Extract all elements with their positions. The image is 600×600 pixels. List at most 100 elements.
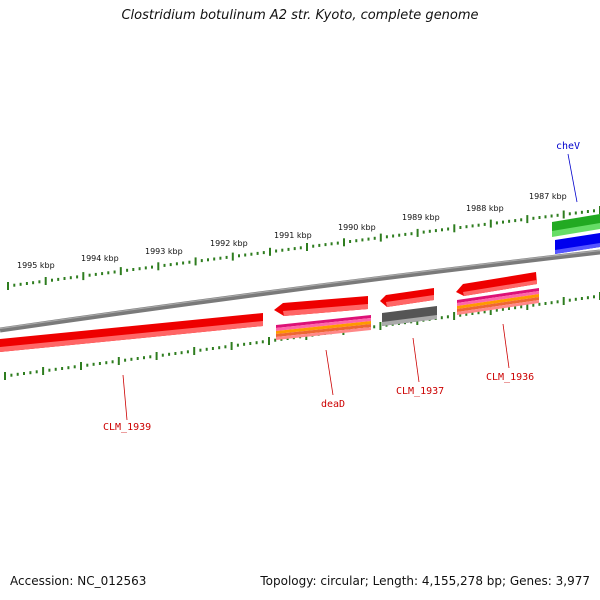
inner-track-major-tick	[379, 322, 382, 330]
outer-track-minor-tick	[151, 265, 153, 269]
genome-summary: Topology: circular; Length: 4,155,278 bp…	[260, 574, 590, 588]
inner-track-minor-tick	[149, 355, 152, 359]
gene-label-clm-1936[interactable]: CLM_1936	[486, 372, 534, 383]
tick-label-1989: 1989 kbp	[402, 213, 440, 222]
inner-track-minor-tick	[236, 343, 239, 347]
outer-track-minor-tick	[532, 216, 535, 220]
tick-label-1992: 1992 kbp	[210, 239, 248, 248]
inner-track-minor-tick	[574, 297, 577, 301]
tick-label-1990: 1990 kbp	[338, 223, 376, 232]
outer-track-minor-tick	[113, 270, 116, 274]
outer-track-minor-tick	[495, 221, 498, 225]
inner-track-major-tick	[268, 337, 270, 345]
genome-backbone-highlight	[0, 249, 600, 330]
inner-track-minor-tick	[86, 363, 89, 367]
outer-track-major-tick	[453, 224, 456, 233]
outer-track-major-tick	[343, 238, 345, 247]
gene-clm-1937[interactable]	[380, 288, 434, 307]
genome-backbone	[0, 249, 600, 333]
gene-clm-1939[interactable]	[0, 313, 263, 352]
outer-track-minor-tick	[63, 277, 66, 280]
outer-track-minor-tick	[244, 253, 247, 257]
outer-track-minor-tick	[126, 268, 129, 272]
outer-track-minor-tick	[163, 263, 166, 267]
outer-track-minor-tick	[459, 226, 462, 229]
outer-track-minor-tick	[132, 268, 135, 271]
outer-track-major-tick	[306, 243, 308, 251]
outer-track-minor-tick	[299, 246, 302, 250]
outer-track-minor-tick	[281, 248, 284, 252]
inner-track-minor-tick	[544, 302, 547, 305]
accession-label: Accession: NC_012563	[10, 574, 147, 588]
outer-track-minor-tick	[538, 216, 541, 219]
outer-track-minor-tick	[275, 249, 278, 253]
inner-track-minor-tick	[16, 372, 19, 376]
inner-track-minor-tick	[495, 308, 498, 312]
inner-track-minor-tick	[54, 367, 57, 371]
inner-track-minor-tick	[224, 345, 227, 349]
outer-track-minor-tick	[32, 281, 35, 285]
inner-track-minor-tick	[568, 298, 571, 302]
inner-track-minor-tick	[255, 341, 258, 345]
outer-track-minor-tick	[508, 219, 511, 223]
gene-dead[interactable]	[274, 296, 368, 316]
outer-track-minor-tick	[586, 210, 589, 213]
leader-clm-1936	[502, 323, 510, 369]
outer-track-minor-tick	[51, 278, 53, 282]
outer-track-minor-tick	[318, 243, 321, 247]
inner-track-minor-tick	[274, 338, 277, 342]
outer-track-minor-tick	[324, 243, 327, 247]
inner-track-minor-tick	[477, 311, 480, 315]
outer-track-major-tick	[82, 272, 85, 281]
outer-track-minor-tick	[88, 273, 91, 277]
inner-track-minor-tick	[10, 373, 13, 377]
outer-track-minor-tick	[250, 252, 253, 256]
map-title: Clostridium botulinum A2 str. Kyoto, com…	[121, 8, 479, 23]
inner-track-minor-tick	[218, 346, 221, 350]
gene-label-clm-1937[interactable]: CLM_1937	[396, 386, 444, 397]
inner-track-minor-tick	[465, 312, 468, 316]
gene-chev-blast[interactable]	[555, 233, 600, 254]
inner-track-minor-tick	[586, 296, 589, 300]
inner-track-minor-tick	[471, 312, 474, 315]
inner-track-minor-tick	[67, 366, 70, 370]
tick-label-1991: 1991 kbp	[274, 231, 312, 240]
inner-track-minor-tick	[580, 297, 583, 300]
outer-tick-track	[7, 206, 600, 290]
inner-track-minor-tick	[73, 365, 76, 369]
outer-track-minor-tick	[593, 209, 595, 213]
inner-track-minor-tick	[23, 372, 25, 375]
gene-label-dead[interactable]: deaD	[321, 399, 345, 410]
inner-track-major-tick	[562, 297, 565, 305]
gene-label-chev[interactable]: cheV	[556, 141, 580, 152]
outer-track-minor-tick	[144, 266, 147, 270]
outer-track-minor-tick	[477, 223, 480, 227]
inner-track-minor-tick	[556, 300, 559, 304]
outer-track-major-tick	[44, 277, 47, 285]
inner-track-major-tick	[193, 347, 196, 355]
outer-track-minor-tick	[200, 259, 203, 263]
outer-track-major-tick	[119, 267, 122, 276]
outer-track-major-tick	[526, 215, 529, 224]
inner-track-major-tick	[80, 362, 82, 370]
inner-track-minor-tick	[92, 362, 95, 366]
inner-track-minor-tick	[130, 357, 133, 361]
inner-track-minor-tick	[520, 305, 523, 309]
outer-track-minor-tick	[349, 240, 352, 243]
tick-label-1995: 1995 kbp	[17, 261, 55, 270]
inner-track-minor-tick	[514, 306, 517, 310]
outer-track-minor-tick	[398, 233, 401, 237]
gene-chev[interactable]	[552, 214, 600, 237]
inner-track-minor-tick	[483, 310, 486, 314]
inner-track-minor-tick	[61, 367, 64, 370]
outer-track-minor-tick	[107, 271, 110, 275]
outer-track-minor-tick	[293, 247, 296, 251]
outer-track-minor-tick	[404, 232, 407, 236]
outer-track-major-tick	[562, 210, 565, 219]
gene-clm-1936[interactable]	[456, 272, 537, 296]
outer-track-minor-tick	[580, 210, 583, 214]
gene-label-clm-1939[interactable]: CLM_1939	[103, 422, 151, 433]
inner-track-minor-tick	[261, 340, 264, 344]
outer-track-minor-tick	[213, 257, 216, 261]
inner-track-minor-tick	[174, 352, 177, 355]
